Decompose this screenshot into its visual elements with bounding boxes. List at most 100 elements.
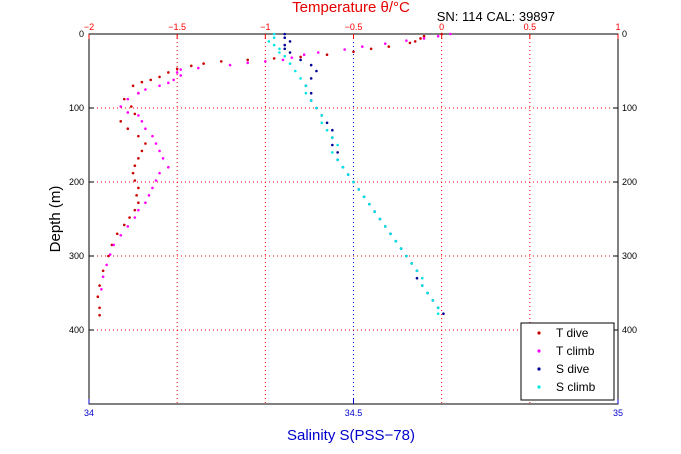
temperature-tick-label: 1 xyxy=(615,22,620,32)
s-climb-point xyxy=(267,40,271,43)
s-climb-point xyxy=(410,262,413,265)
t-dive-point xyxy=(137,157,140,160)
t-climb-point xyxy=(119,105,123,108)
t-climb-point xyxy=(290,56,294,59)
s-climb-point xyxy=(278,51,281,54)
t-dive-point xyxy=(158,75,161,79)
salinity-tick-label: 34 xyxy=(84,408,94,418)
s-dive-point xyxy=(283,43,287,47)
t-dive-point xyxy=(369,47,373,51)
depth-tick-label-left: 300 xyxy=(69,251,84,261)
depth-tick-label-right: 100 xyxy=(622,103,637,113)
s-climb-point xyxy=(378,217,382,221)
s-climb-point xyxy=(315,106,318,110)
t-dive-point xyxy=(133,112,137,116)
s-climb-point xyxy=(357,188,361,191)
s-dive-point xyxy=(325,121,329,125)
s-climb-point xyxy=(309,99,313,102)
s-climb-point xyxy=(352,180,355,184)
s-climb-point xyxy=(394,239,398,243)
t-climb-point xyxy=(151,134,154,138)
s-dive-point xyxy=(415,276,419,280)
t-dive-point xyxy=(149,78,153,82)
t-dive-point xyxy=(107,254,110,258)
s-climb-point xyxy=(436,312,440,316)
t-dive-point xyxy=(98,306,101,310)
t-dive-point xyxy=(189,64,193,68)
t-climb-point xyxy=(154,142,158,145)
t-dive-point xyxy=(202,62,205,65)
s-climb-point xyxy=(294,69,297,73)
salinity-tick-label: 35 xyxy=(613,408,623,418)
t-dive-point xyxy=(422,34,426,38)
s-climb-point xyxy=(341,165,345,169)
t-climb-point xyxy=(302,53,306,57)
t-dive-point xyxy=(137,201,140,205)
t-climb-point xyxy=(316,51,320,54)
depth-tick-label-left: 400 xyxy=(69,325,84,335)
s-climb-point xyxy=(325,128,329,132)
s-dive-point xyxy=(309,63,313,67)
temperature-tick-label: −1.5 xyxy=(168,22,186,32)
s-climb-point xyxy=(362,195,366,199)
s-dive-point xyxy=(283,36,287,39)
t-climb-point xyxy=(281,58,285,62)
s-climb-point xyxy=(389,232,392,236)
t-dive-point xyxy=(131,84,135,88)
t-climb-point xyxy=(179,68,182,71)
t-climb-point xyxy=(154,179,158,182)
t-climb-point xyxy=(167,165,170,169)
t-climb-point xyxy=(140,120,144,123)
depth-tick-label-right: 400 xyxy=(622,325,637,335)
t-climb-point xyxy=(228,63,232,67)
t-dive-point xyxy=(246,58,249,62)
t-climb-point xyxy=(133,216,137,219)
t-climb-point xyxy=(144,201,147,205)
s-dive-point xyxy=(288,40,292,43)
s-climb-point xyxy=(336,143,339,147)
t-dive-point xyxy=(440,32,443,36)
s-climb-point xyxy=(320,121,324,125)
salinity-axis-title: Salinity S(PSS−78) xyxy=(287,427,415,444)
t-climb-point xyxy=(137,114,140,117)
temperature-tick-label: −2 xyxy=(84,22,94,32)
s-dive-point xyxy=(283,32,287,36)
s-climb-point xyxy=(304,91,308,95)
s-climb-point xyxy=(304,84,308,88)
s-climb-point xyxy=(420,276,424,280)
t-climb-point xyxy=(151,186,154,190)
s-climb-point xyxy=(373,210,376,213)
t-dive-point xyxy=(137,186,140,190)
t-dive-point xyxy=(144,142,147,145)
s-dive-point xyxy=(299,58,302,62)
t-climb-point xyxy=(112,243,115,247)
legend-marker-s-dive xyxy=(537,367,541,371)
s-dive-point xyxy=(442,312,445,316)
t-dive-point xyxy=(131,171,135,175)
t-climb-point xyxy=(126,97,130,101)
data-points xyxy=(96,32,452,317)
depth-tick-label-right: 300 xyxy=(622,251,637,261)
t-climb-point xyxy=(197,66,200,70)
t-dive-point xyxy=(98,313,101,317)
legend-box xyxy=(520,322,615,401)
t-climb-point xyxy=(108,253,112,256)
legend-marker-t-dive xyxy=(537,331,541,335)
t-dive-point xyxy=(352,50,355,54)
t-climb-point xyxy=(126,111,130,114)
s-climb-point xyxy=(426,291,429,295)
s-dive-point xyxy=(331,143,334,147)
depth-axis-title: Depth (m) xyxy=(47,186,64,253)
t-dive-point xyxy=(98,284,101,287)
t-climb-point xyxy=(161,157,165,160)
t-dive-point xyxy=(137,134,140,138)
legend-label-s-climb: S climb xyxy=(556,380,596,394)
s-climb-point xyxy=(383,225,387,228)
s-dive-point xyxy=(315,69,318,73)
s-dive-point xyxy=(309,91,313,95)
t-climb-point xyxy=(167,81,170,85)
s-dive-point xyxy=(336,151,339,154)
t-climb-point xyxy=(246,61,249,65)
s-dive-point xyxy=(283,47,287,51)
